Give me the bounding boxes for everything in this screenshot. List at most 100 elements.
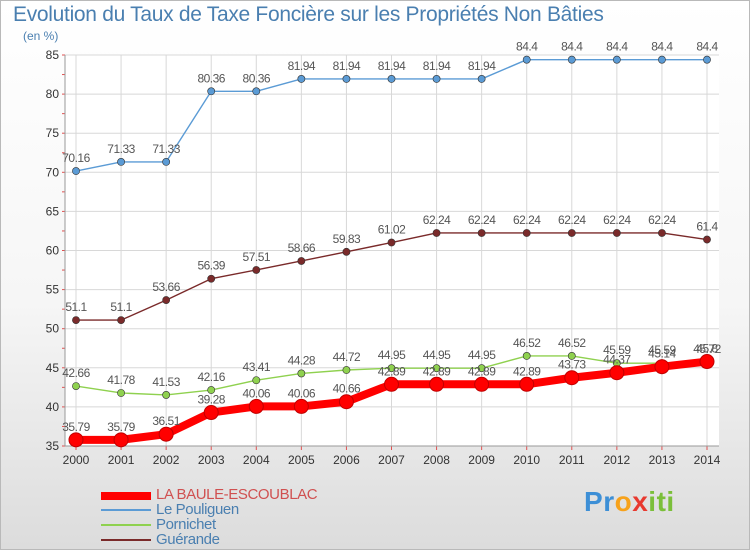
data-label: 40.06 bbox=[288, 386, 316, 400]
data-label: 81.94 bbox=[468, 59, 496, 73]
data-label: 39.28 bbox=[197, 393, 225, 407]
data-label: 40.06 bbox=[243, 386, 271, 400]
data-label: 81.94 bbox=[423, 59, 451, 73]
legend-swatch bbox=[101, 509, 151, 511]
data-point bbox=[248, 398, 264, 414]
data-label: 45.8 bbox=[696, 342, 718, 356]
x-tick-label: 2006 bbox=[333, 453, 360, 467]
data-label: 62.24 bbox=[423, 213, 451, 227]
data-label: 41.53 bbox=[152, 375, 180, 389]
data-label: 62.24 bbox=[468, 213, 496, 227]
data-label: 71.33 bbox=[107, 142, 135, 156]
data-label: 43.41 bbox=[243, 360, 271, 374]
data-label: 35.79 bbox=[62, 420, 90, 434]
legend-label: LA BAULE-ESCOUBLAC bbox=[156, 486, 318, 503]
data-label: 45.59 bbox=[603, 343, 631, 357]
data-point bbox=[612, 229, 621, 237]
x-tick-label: 2007 bbox=[378, 453, 405, 467]
legend-swatch bbox=[101, 492, 151, 500]
data-label: 71.33 bbox=[152, 142, 180, 156]
data-label: 81.94 bbox=[378, 59, 406, 73]
data-label: 44.95 bbox=[378, 348, 406, 362]
data-label: 42.89 bbox=[378, 364, 406, 378]
data-label: 45.14 bbox=[648, 347, 676, 361]
logo-letter: P bbox=[584, 486, 604, 517]
data-point bbox=[609, 365, 625, 381]
x-tick-label: 2010 bbox=[513, 453, 540, 467]
data-point bbox=[477, 75, 486, 83]
data-label: 81.94 bbox=[288, 59, 316, 73]
data-label: 62.24 bbox=[648, 213, 676, 227]
data-point bbox=[612, 55, 621, 64]
chart-title: Evolution du Taux de Taxe Foncière sur l… bbox=[13, 3, 604, 26]
y-tick-label: 35 bbox=[46, 439, 60, 453]
x-tick-label: 2004 bbox=[243, 453, 270, 467]
y-axis-unit-label: (en %) bbox=[23, 29, 59, 43]
data-point bbox=[658, 55, 666, 64]
legend-swatch bbox=[101, 524, 151, 526]
data-label: 57.51 bbox=[243, 250, 271, 264]
data-label: 51.1 bbox=[110, 300, 132, 314]
data-point bbox=[297, 75, 306, 83]
data-point bbox=[72, 167, 80, 175]
data-point bbox=[387, 75, 396, 83]
data-label: 53.66 bbox=[152, 280, 180, 294]
legend-label: Guérande bbox=[156, 531, 220, 548]
data-point bbox=[703, 235, 711, 244]
logo-letter: x bbox=[632, 486, 649, 517]
y-tick-label: 50 bbox=[46, 322, 60, 336]
data-point bbox=[117, 157, 125, 166]
data-label: 80.36 bbox=[197, 71, 225, 85]
data-point bbox=[207, 274, 216, 283]
data-label: 59.83 bbox=[333, 232, 361, 246]
data-label: 44.95 bbox=[468, 348, 496, 362]
y-tick-label: 40 bbox=[46, 400, 60, 414]
data-point bbox=[342, 247, 351, 256]
data-point bbox=[519, 376, 535, 392]
x-tick-label: 2013 bbox=[649, 453, 676, 467]
data-label: 84.4 bbox=[561, 40, 583, 54]
logo-letter: t bbox=[656, 486, 667, 517]
data-point bbox=[429, 376, 445, 392]
y-tick-label: 60 bbox=[46, 244, 60, 258]
y-tick-label: 80 bbox=[46, 87, 60, 101]
data-point bbox=[564, 370, 580, 386]
data-point bbox=[387, 238, 396, 247]
data-label: 44.28 bbox=[288, 353, 316, 367]
data-label: 51.1 bbox=[65, 300, 87, 314]
data-point bbox=[477, 229, 486, 237]
y-tick-label: 85 bbox=[46, 48, 60, 62]
data-label: 80.36 bbox=[243, 71, 271, 85]
data-point bbox=[474, 376, 490, 392]
logo-letter: i bbox=[666, 486, 675, 517]
data-label: 61.4 bbox=[696, 220, 718, 234]
proxiti-logo: Proxiti bbox=[584, 486, 675, 518]
data-point bbox=[342, 366, 351, 374]
data-point bbox=[477, 364, 486, 373]
data-label: 46.52 bbox=[513, 336, 541, 350]
data-point bbox=[117, 389, 125, 397]
data-point bbox=[654, 359, 670, 375]
data-label: 42.16 bbox=[197, 370, 225, 384]
x-tick-label: 2000 bbox=[63, 453, 90, 467]
data-label: 44.37 bbox=[603, 353, 631, 367]
data-label: 62.24 bbox=[603, 213, 631, 227]
y-tick-label: 75 bbox=[46, 126, 60, 140]
data-point bbox=[203, 405, 219, 421]
y-tick-label: 65 bbox=[46, 204, 60, 218]
y-tick-label: 70 bbox=[46, 165, 60, 179]
data-label: 42.89 bbox=[513, 364, 541, 378]
data-point bbox=[703, 55, 711, 64]
data-label: 62.24 bbox=[558, 213, 586, 227]
data-label: 45.72 bbox=[693, 342, 721, 356]
data-label: 42.89 bbox=[468, 364, 496, 378]
x-tick-label: 2011 bbox=[559, 453, 585, 467]
x-tick-label: 2009 bbox=[468, 453, 495, 467]
data-point bbox=[113, 432, 129, 448]
data-point bbox=[293, 398, 309, 414]
y-tick-label: 55 bbox=[46, 283, 60, 297]
data-point bbox=[567, 229, 576, 237]
data-point bbox=[522, 55, 531, 64]
legend-label: Pornichet bbox=[156, 516, 216, 533]
